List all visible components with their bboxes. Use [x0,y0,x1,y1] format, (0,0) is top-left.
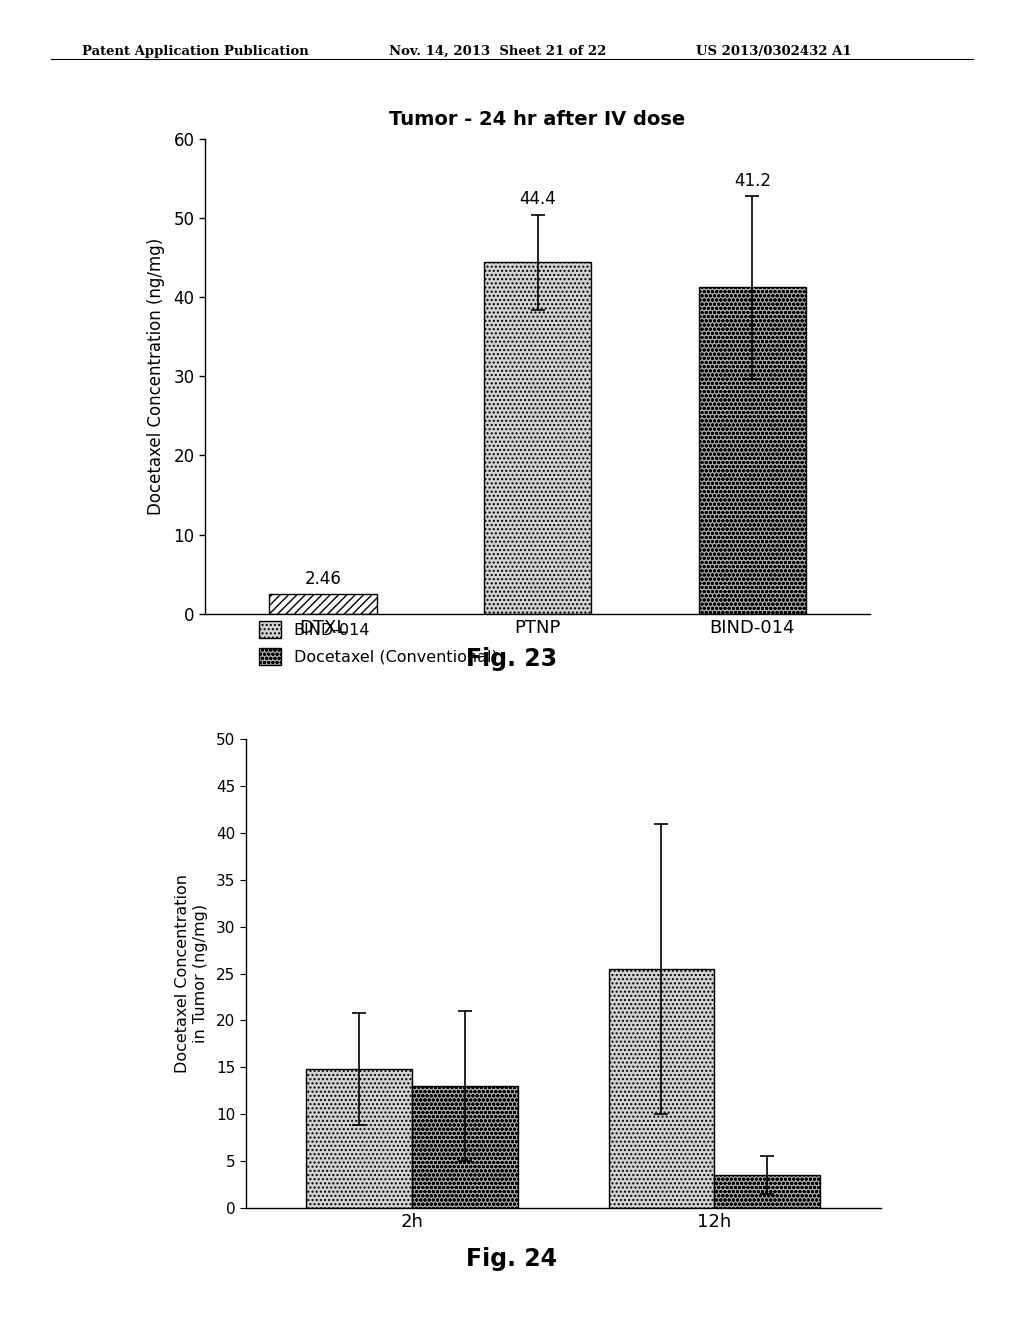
Bar [608,969,715,1208]
Text: Fig. 23: Fig. 23 [467,647,557,671]
Title: Tumor - 24 hr after IV dose: Tumor - 24 hr after IV dose [389,110,686,129]
Bar [715,1175,820,1208]
Text: US 2013/0302432 A1: US 2013/0302432 A1 [696,45,852,58]
Bar [484,263,591,614]
Bar [269,594,377,614]
Text: 44.4: 44.4 [519,190,556,209]
Text: 41.2: 41.2 [734,172,771,190]
Bar [306,1069,412,1208]
Y-axis label: Docetaxel Concentration
in Tumor (ng/mg): Docetaxel Concentration in Tumor (ng/mg) [175,874,208,1073]
Y-axis label: Docetaxel Concentration (ng/mg): Docetaxel Concentration (ng/mg) [146,238,165,515]
Legend: BIND-014, Docetaxel (Conventional): BIND-014, Docetaxel (Conventional) [254,616,502,671]
Bar [412,1086,518,1208]
Bar [698,288,806,614]
Text: 2.46: 2.46 [304,570,341,587]
Text: Patent Application Publication: Patent Application Publication [82,45,308,58]
Text: Nov. 14, 2013  Sheet 21 of 22: Nov. 14, 2013 Sheet 21 of 22 [389,45,606,58]
Text: Fig. 24: Fig. 24 [467,1247,557,1271]
